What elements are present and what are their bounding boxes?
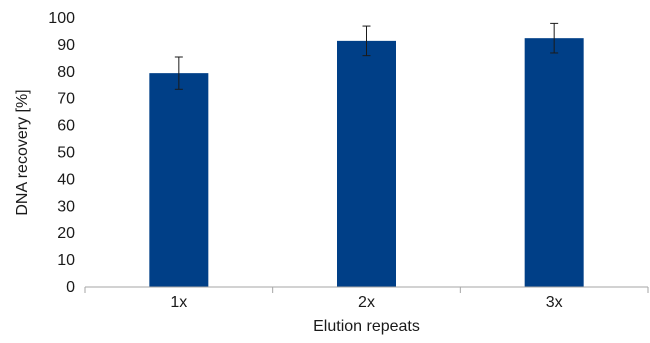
y-tick-label: 50 [57,145,75,162]
error-bars [174,22,559,90]
x-axis-label: Elution repeats [313,318,420,335]
y-axis-label: DNA recovery [%] [14,89,31,215]
bar-1x [149,73,209,288]
y-tick-label: 90 [57,37,75,54]
error-bar-1x [174,56,183,90]
error-bar-3x [550,22,559,54]
y-tick-label: 10 [57,252,75,269]
y-tick-label: 0 [66,279,75,296]
error-bar-2x [362,25,371,57]
y-tick-label: 20 [57,225,75,242]
y-tick-label: 40 [57,171,75,188]
y-tick-label: 30 [57,198,75,215]
y-tick-label: 70 [57,91,75,108]
bars [149,38,584,288]
bar-2x [337,40,396,287]
y-tick-label: 80 [57,64,75,81]
x-tick-label: 3x [546,294,563,311]
x-tick-label: 1x [170,294,187,311]
x-tick-label: 2x [358,294,375,311]
x-axis-ticks: 1x 2x 3x [84,287,649,311]
y-tick-label: 60 [57,118,75,135]
y-axis-ticks: 0 10 20 30 40 50 60 70 80 90 100 [48,10,75,296]
bar-3x [524,38,584,287]
y-tick-label: 100 [48,10,75,27]
